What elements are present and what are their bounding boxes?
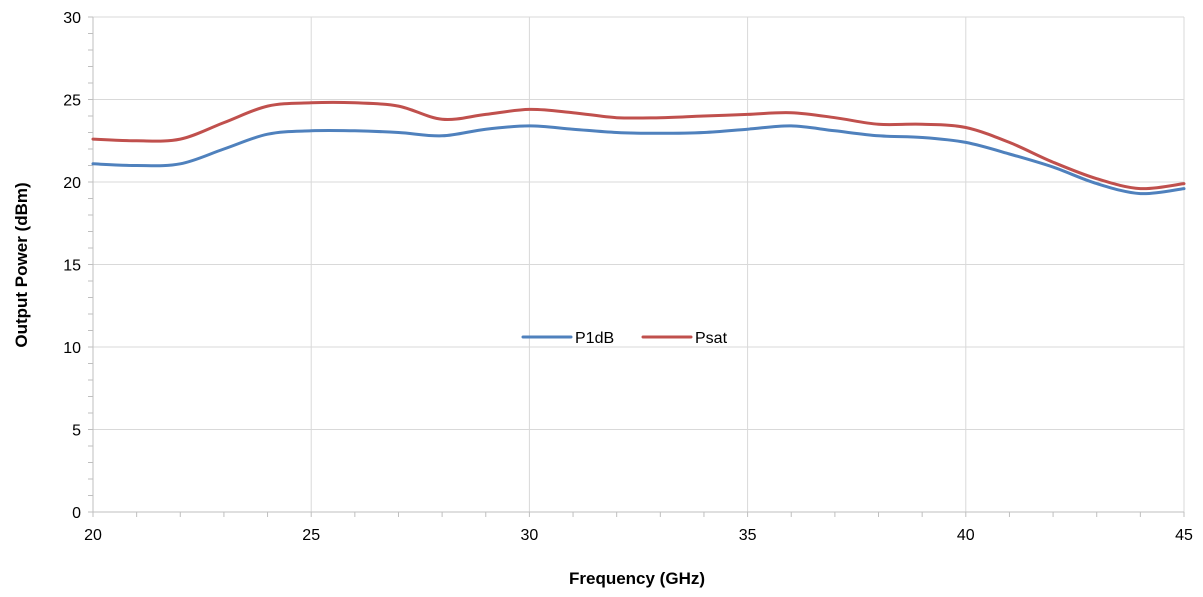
y-axis-title: Output Power (dBm) [12,182,31,347]
y-tick-label: 30 [63,10,81,27]
y-tick-label: 15 [63,258,81,275]
legend-label-p1db: P1dB [575,330,614,347]
x-axis-title: Frequency (GHz) [569,569,705,588]
series-line-psat [91,100,1186,191]
minor-ticks [88,16,1185,517]
legend: P1dB Psat [521,330,728,347]
y-tick-label: 0 [72,505,81,522]
y-tick-labels: 0 5 10 15 20 25 30 [63,10,81,522]
x-tick-label: 25 [302,527,320,544]
x-tick-label: 40 [957,527,975,544]
x-tick-label: 20 [84,527,102,544]
x-tick-labels: 20 25 30 35 40 45 [84,527,1193,544]
grid-lines [93,16,1185,512]
y-tick-label: 25 [63,93,81,110]
series-lines [91,100,1186,196]
y-tick-label: 5 [72,423,81,440]
series-line-p1db [91,124,1186,196]
y-tick-label: 20 [63,175,81,192]
x-tick-label: 35 [739,527,757,544]
legend-label-psat: Psat [695,330,728,347]
x-tick-label: 45 [1175,527,1193,544]
axes [92,17,1184,513]
x-tick-label: 30 [521,527,539,544]
y-tick-label: 10 [63,340,81,357]
